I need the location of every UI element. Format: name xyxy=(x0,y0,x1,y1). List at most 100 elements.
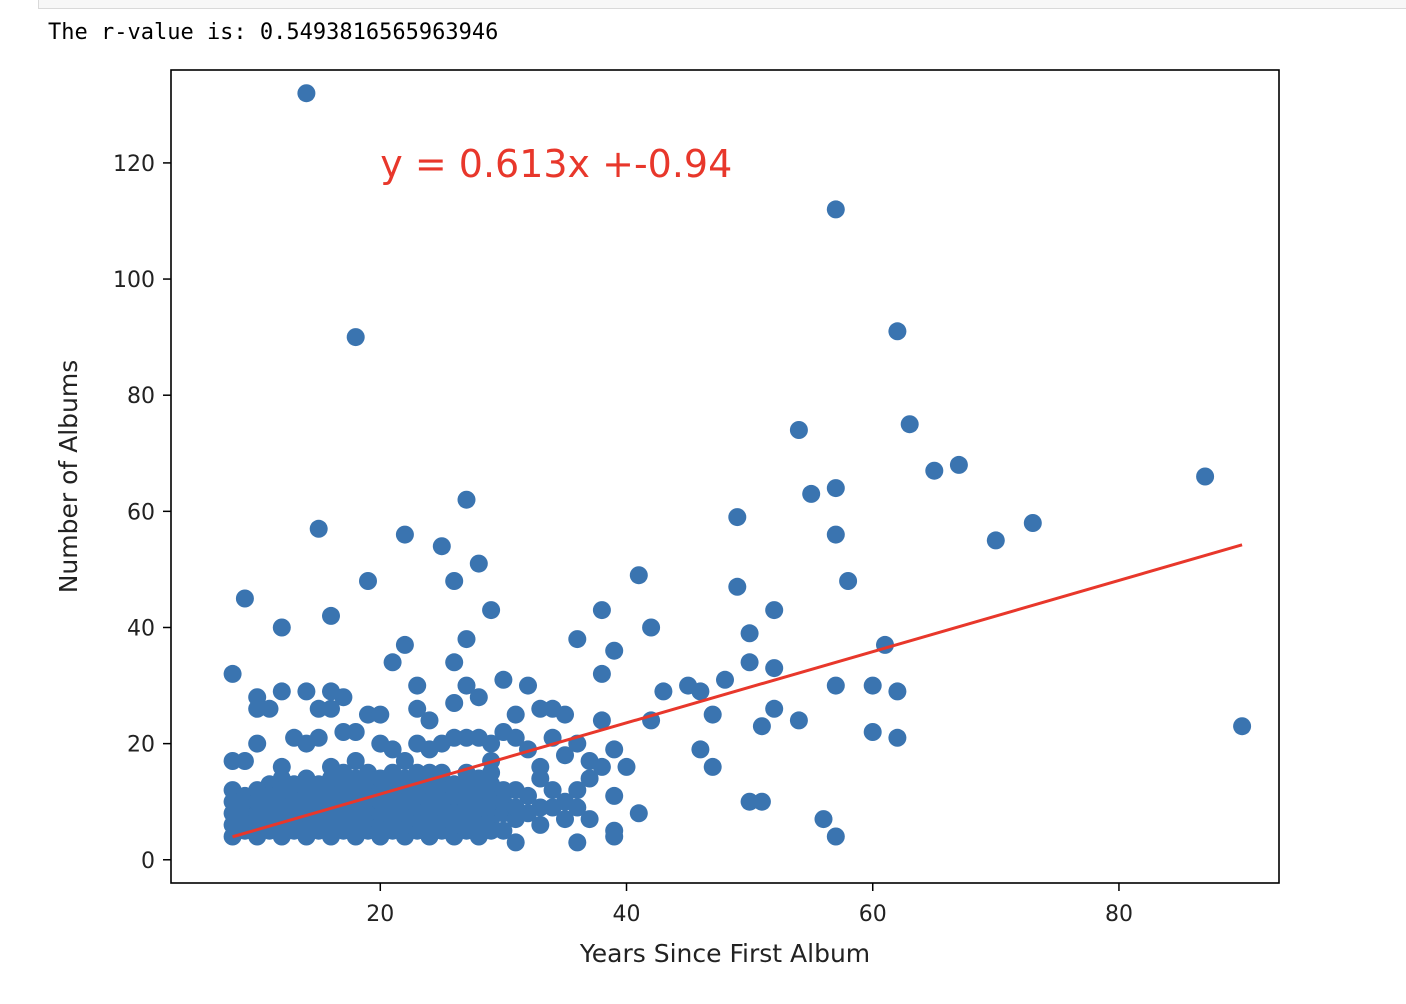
scatter-point xyxy=(322,699,340,718)
scatter-point xyxy=(531,815,550,834)
scatter-point xyxy=(494,781,513,800)
axes-frame xyxy=(170,69,1280,884)
scatter-point xyxy=(272,618,291,637)
scatter-point xyxy=(605,786,624,805)
scatter-point xyxy=(248,699,267,718)
scatter-point xyxy=(802,484,821,503)
scatter-point xyxy=(826,827,845,846)
scatter-point xyxy=(346,328,365,347)
scatter-point xyxy=(519,786,537,805)
scatter-point xyxy=(297,84,316,103)
y-tick-label: 40 xyxy=(127,616,155,641)
y-tick-label: 0 xyxy=(141,849,155,874)
scatter-point xyxy=(789,711,808,730)
y-tick-label: 120 xyxy=(113,152,155,177)
scatter-point xyxy=(420,711,439,730)
scatter-point xyxy=(642,618,661,637)
scatter-point xyxy=(580,810,599,829)
scatter-point xyxy=(568,781,587,800)
scatter-point xyxy=(863,723,882,741)
scatter-point xyxy=(765,659,784,678)
y-tick-label: 100 xyxy=(113,268,155,293)
scatter-point xyxy=(703,705,722,724)
scatter-point xyxy=(457,676,476,695)
scatter-point xyxy=(568,833,587,852)
scatter-point xyxy=(408,676,427,695)
y-axis: 0 20 40 60 80 100 120 xyxy=(113,152,171,874)
scatter-point xyxy=(740,792,759,811)
cell-top-border xyxy=(38,0,1406,9)
scatter-point xyxy=(346,752,365,770)
scatter-point xyxy=(1196,467,1215,486)
x-axis-label: Years Since First Album xyxy=(579,939,870,968)
scatter-point xyxy=(592,757,611,776)
scatter-point xyxy=(556,746,574,765)
scatter-point xyxy=(334,688,353,707)
scatter-point xyxy=(814,810,833,829)
scatter-point xyxy=(728,508,747,527)
scatter-point xyxy=(789,421,808,439)
scatter-point xyxy=(457,630,476,649)
scatter-point xyxy=(568,630,587,649)
scatter-point xyxy=(309,699,328,718)
scatter-point xyxy=(605,827,624,846)
scatter-point xyxy=(482,763,501,782)
scatter-point xyxy=(531,769,550,788)
scatter-point xyxy=(248,734,267,753)
scatter-point xyxy=(629,804,648,823)
scatter-point xyxy=(482,601,501,620)
scatter-point xyxy=(556,810,574,829)
x-axis: 20 40 60 80 xyxy=(366,883,1133,927)
scatter-point xyxy=(703,757,722,776)
y-tick-label: 60 xyxy=(127,500,155,525)
scatter-point xyxy=(469,688,488,707)
scatter-point xyxy=(580,769,599,788)
scatter-point xyxy=(482,734,501,753)
scatter-point xyxy=(359,572,377,590)
scatter-point xyxy=(408,699,427,718)
scatter-point xyxy=(543,781,562,800)
scatter-point xyxy=(432,537,451,556)
scatter-point xyxy=(888,682,907,701)
scatter-point xyxy=(235,589,254,608)
scatter-point xyxy=(235,752,254,770)
x-tick-label: 20 xyxy=(366,902,394,927)
scatter-point xyxy=(457,490,476,509)
scatter-point xyxy=(531,798,550,817)
scatter-point xyxy=(482,821,501,840)
scatter-point xyxy=(691,740,710,759)
scatter-point xyxy=(408,763,427,782)
scatter-point xyxy=(826,676,845,695)
regression-equation: y = 0.613x +-0.94 xyxy=(380,142,732,186)
points-layer xyxy=(223,84,1252,852)
scatter-point xyxy=(752,792,771,811)
scatter-point xyxy=(728,577,747,596)
x-tick-label: 80 xyxy=(1105,902,1133,927)
scatter-point xyxy=(445,653,464,672)
scatter-point xyxy=(826,525,845,544)
scatter-point xyxy=(888,728,907,747)
scatter-point xyxy=(691,682,710,701)
scatter-point xyxy=(605,641,624,660)
scatter-point xyxy=(506,728,525,747)
scatter-point xyxy=(592,601,611,620)
scatter-point xyxy=(383,740,402,759)
y-tick-label: 80 xyxy=(127,384,155,409)
scatter-point xyxy=(900,415,919,434)
scatter-point xyxy=(592,664,611,683)
y-tick-label: 20 xyxy=(127,733,155,758)
scatter-point xyxy=(223,752,242,770)
scatter-point xyxy=(826,200,845,219)
x-tick-label: 60 xyxy=(859,902,887,927)
scatter-point xyxy=(223,664,242,683)
scatter-point xyxy=(395,635,414,654)
scatter-point xyxy=(445,694,464,712)
scatter-point xyxy=(925,461,944,480)
scatter-point xyxy=(716,670,734,689)
scatter-point xyxy=(629,566,648,585)
scatter-point xyxy=(383,653,402,672)
scatter-point xyxy=(740,624,759,643)
scatter-point xyxy=(272,682,291,701)
scatter-point xyxy=(260,699,279,718)
